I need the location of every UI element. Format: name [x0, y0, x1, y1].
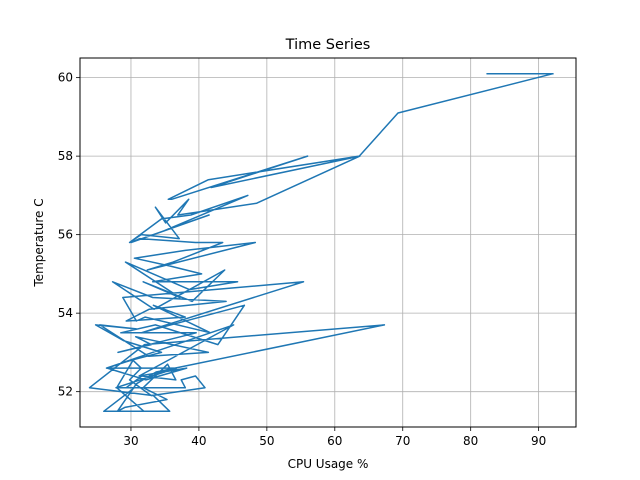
series-line — [88, 72, 554, 413]
x-axis-label: CPU Usage % — [288, 457, 369, 471]
plot-frame — [79, 57, 577, 428]
chart-title: Time Series — [285, 37, 371, 53]
x-tick-label: 60 — [327, 434, 342, 448]
x-axis: 30 40 50 60 70 80 90 — [123, 427, 546, 448]
y-axis-label: Temperature C — [32, 198, 46, 287]
x-tick-label: 80 — [463, 434, 478, 448]
y-tick-label: 52 — [58, 385, 73, 399]
y-axis: 52 54 56 58 60 — [58, 71, 80, 399]
x-tick-label: 90 — [531, 434, 546, 448]
y-tick-label: 60 — [58, 71, 73, 85]
x-tick-label: 50 — [259, 434, 274, 448]
y-tick-label: 54 — [58, 306, 73, 320]
x-tick-label: 70 — [395, 434, 410, 448]
x-tick-label: 30 — [123, 434, 138, 448]
y-tick-label: 58 — [58, 149, 73, 163]
x-tick-label: 40 — [191, 434, 206, 448]
series-layer — [88, 72, 554, 413]
y-tick-label: 56 — [58, 228, 73, 242]
grid — [80, 58, 576, 427]
